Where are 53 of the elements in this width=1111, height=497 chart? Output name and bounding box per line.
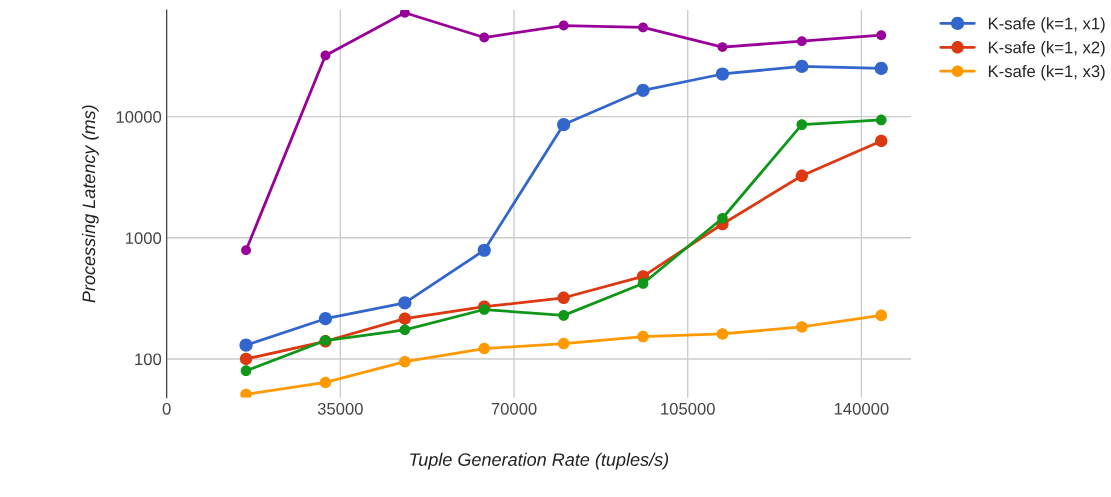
point: [558, 20, 569, 31]
point: [636, 83, 650, 97]
x-tick-label: 105000: [661, 402, 715, 415]
y-axis-title: Processing Latency (ms): [81, 105, 99, 303]
point: [796, 321, 808, 333]
point: [875, 134, 888, 148]
point: [398, 296, 412, 310]
point: [716, 328, 729, 340]
point: [558, 310, 569, 321]
x-tick-label: 35000: [317, 402, 363, 415]
point: [399, 324, 411, 336]
point: [637, 330, 649, 343]
x-tick-label: 0: [162, 402, 171, 415]
point: [398, 312, 412, 325]
point: [874, 61, 888, 76]
y-tick-label: 10000: [116, 111, 162, 123]
point: [795, 169, 809, 182]
point: [239, 352, 253, 366]
point: [796, 119, 808, 130]
y-tick-label: 1000: [125, 232, 162, 245]
point: [557, 118, 571, 132]
point: [477, 243, 491, 257]
point: [240, 365, 252, 377]
legend-label: K-safe (k=1, x3): [988, 64, 1105, 81]
point: [399, 355, 411, 368]
legend-label: K-safe (k=1, x1): [988, 17, 1105, 33]
point: [557, 291, 570, 304]
point: [479, 32, 490, 43]
point: [240, 388, 252, 398]
point: [795, 59, 809, 73]
point: [796, 36, 807, 47]
point: [241, 245, 251, 256]
point: [715, 67, 730, 81]
point: [399, 9, 410, 18]
point: [318, 312, 333, 326]
point: [637, 278, 649, 289]
x-tick-label: 70000: [491, 402, 537, 415]
x-tick-label: 140000: [834, 402, 889, 415]
point: [875, 114, 887, 126]
point: [717, 212, 728, 224]
point: [876, 30, 887, 41]
point: [717, 42, 728, 53]
point: [638, 22, 648, 33]
point: [478, 304, 490, 315]
point: [875, 309, 888, 322]
legend-label: K-safe (k=1, x2): [988, 41, 1105, 57]
point: [239, 338, 253, 352]
point: [478, 342, 491, 355]
point: [319, 376, 332, 389]
y-tick-label: 100: [135, 353, 162, 366]
x-axis-title: Tuple Generation Rate (tuples/s): [410, 452, 669, 470]
point: [320, 50, 331, 61]
point: [557, 337, 570, 350]
